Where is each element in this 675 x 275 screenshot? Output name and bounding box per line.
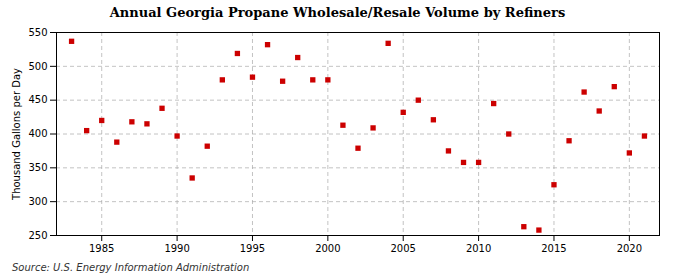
html-text:Source: U.S. Energy Informatio: Source: U.S. Energy Information Administ… xyxy=(12,262,250,273)
svg-text:2010: 2010 xyxy=(466,243,491,254)
svg-text:350: 350 xyxy=(28,162,47,173)
svg-text:1995: 1995 xyxy=(240,243,265,254)
svg-text:2020: 2020 xyxy=(617,243,642,254)
html-text:Annual Georgia Propane Wholesa: Annual Georgia Propane Wholesale/Resale … xyxy=(109,5,566,20)
svg-text:400: 400 xyxy=(28,128,47,139)
svg-text:300: 300 xyxy=(28,196,47,207)
svg-text:450: 450 xyxy=(28,94,47,105)
svg-text:2000: 2000 xyxy=(315,243,340,254)
svg-text:1990: 1990 xyxy=(164,243,189,254)
svg-text:2005: 2005 xyxy=(390,243,415,254)
svg-text:550: 550 xyxy=(28,27,47,38)
svg-text:2015: 2015 xyxy=(541,243,566,254)
svg-text:250: 250 xyxy=(28,230,47,241)
svg-text:Thousand Gallons per Day: Thousand Gallons per Day xyxy=(11,68,22,201)
svg-text:500: 500 xyxy=(28,61,47,72)
svg-text:1985: 1985 xyxy=(89,243,114,254)
